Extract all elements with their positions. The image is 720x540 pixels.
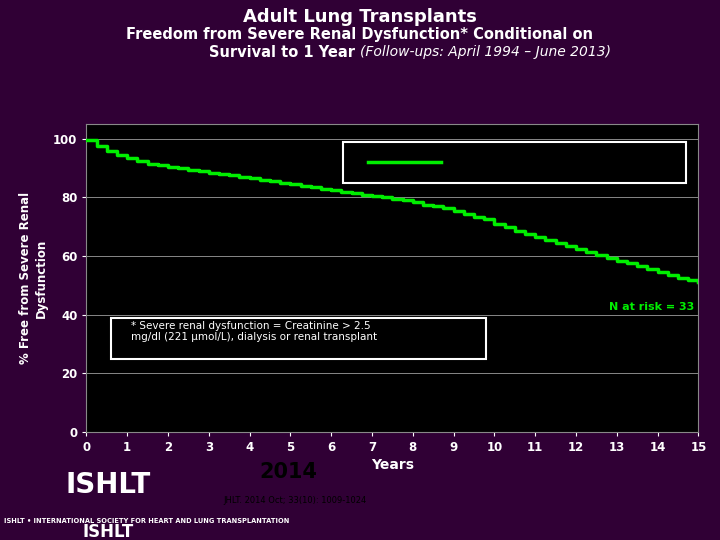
Text: JHLT. 2014 Oct; 33(10): 1009-1024: JHLT. 2014 Oct; 33(10): 1009-1024 — [224, 496, 366, 504]
Text: ISHLT • INTERNATIONAL SOCIETY FOR HEART AND LUNG TRANSPLANTATION: ISHLT • INTERNATIONAL SOCIETY FOR HEART … — [4, 517, 289, 524]
Text: ISHLT: ISHLT — [82, 523, 134, 540]
X-axis label: Years: Years — [371, 458, 414, 472]
Bar — [343, 142, 686, 183]
Text: Freedom from Severe Renal Dysfunction* Conditional on: Freedom from Severe Renal Dysfunction* C… — [127, 27, 593, 42]
Bar — [111, 318, 486, 359]
Text: ISHLT: ISHLT — [66, 471, 150, 499]
Text: * Severe renal dysfunction = Creatinine > 2.5
mg/dl (221 μmol/L), dialysis or re: * Severe renal dysfunction = Creatinine … — [131, 321, 377, 342]
Text: 2014: 2014 — [259, 462, 317, 482]
Text: (Follow-ups: April 1994 – June 2013): (Follow-ups: April 1994 – June 2013) — [360, 45, 611, 59]
Y-axis label: % Free from Severe Renal
Dysfunction: % Free from Severe Renal Dysfunction — [19, 192, 48, 364]
Text: N at risk = 33: N at risk = 33 — [609, 301, 694, 312]
Text: Adult Lung Transplants: Adult Lung Transplants — [243, 8, 477, 26]
Text: Survival to 1 Year: Survival to 1 Year — [209, 45, 360, 60]
